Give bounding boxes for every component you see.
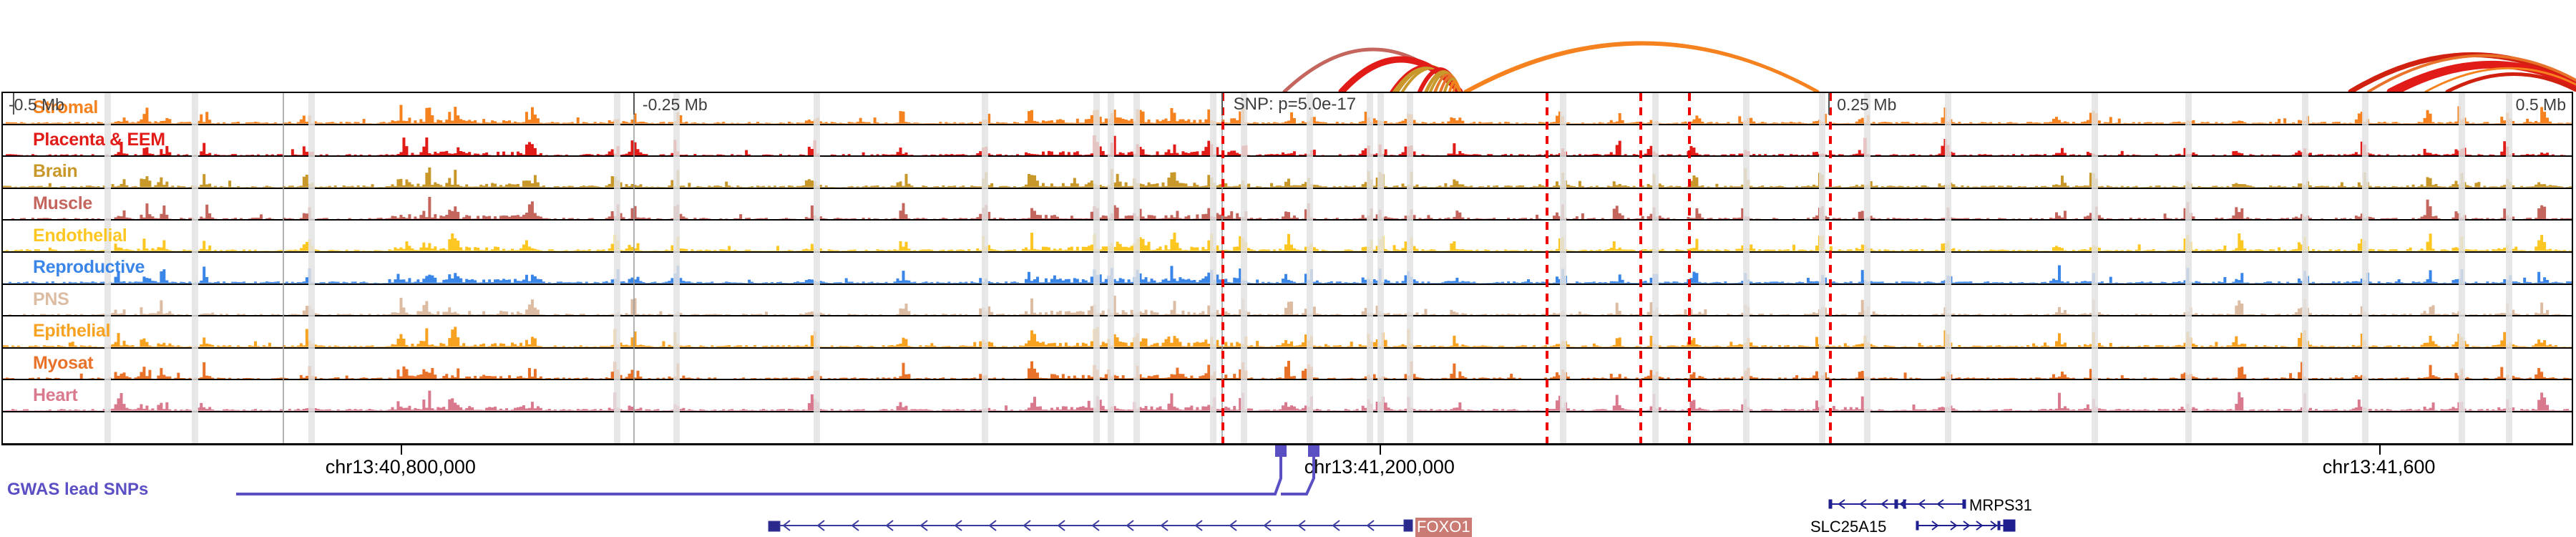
track-epithelial[interactable]: Epithelial [3, 316, 2572, 349]
axis-tick-1 [633, 93, 635, 115]
signal-spacer [3, 412, 2572, 445]
gene-label-foxo1[interactable]: FOXO1 [1415, 518, 1472, 537]
axis-label-right: 0.5 Mb [2515, 95, 2566, 114]
signal-placenta-eem [3, 125, 2572, 156]
axis-label-left: -0.5 Mb [9, 95, 64, 114]
gene-label-mrps31[interactable]: MRPS31 [1969, 496, 2033, 514]
track-placenta-eem[interactable]: Placenta & EEM [3, 125, 2572, 158]
coord-label-2: chr13:41,600 [2322, 456, 2436, 478]
gene-slc25a15 [1916, 519, 2016, 532]
chromatin-loop-arcs [0, 0, 2576, 92]
gwas-snp-marker [1275, 445, 1287, 457]
gene-label-slc25a15[interactable]: SLC25A15 [1810, 518, 1887, 536]
signal-heart [3, 380, 2572, 411]
gene-annotation-track [768, 499, 2016, 532]
gene-foxo1 [768, 519, 1413, 532]
axis-tick-snp [1221, 93, 1224, 115]
gwas-snp-marker [1308, 445, 1319, 457]
genome-axis-line [1, 443, 2573, 445]
coord-label-0: chr13:40,800,000 [325, 456, 476, 478]
signal-pns [3, 285, 2572, 316]
coord-tick-0 [400, 445, 402, 455]
axis-label-q1: -0.25 Mb [642, 95, 708, 114]
gwas-snp-track [236, 445, 1319, 495]
track-endothelial[interactable]: Endothelial [3, 221, 2572, 253]
gene-mrps31 [1828, 499, 1966, 509]
coord-tick-1 [1379, 445, 1381, 455]
snp-pvalue-label: SNP: p=5.0e-17 [1233, 95, 1357, 114]
signal-track-panel: Stromal -0.5 Mb -0.25 Mb SNP: p=5.0e-17 … [1, 92, 2573, 445]
coord-tick-2 [2379, 445, 2381, 455]
signal-endothelial [3, 221, 2572, 251]
axis-tick-q3 [1828, 93, 1830, 115]
axis-tick-0 [13, 93, 15, 115]
track-brain[interactable]: Brain [3, 157, 2572, 189]
gwas-connector-lines [236, 450, 1315, 495]
coord-label-1: chr13:41,200,000 [1304, 456, 1455, 478]
gwas-lead-snps-label: GWAS lead SNPs [7, 480, 149, 499]
track-myosat[interactable]: Myosat [3, 349, 2572, 381]
signal-brain [3, 157, 2572, 188]
signal-epithelial [3, 316, 2572, 347]
axis-label-q3: 0.25 Mb [1837, 95, 1897, 114]
track-heart[interactable]: Heart [3, 380, 2572, 412]
track-stromal[interactable]: Stromal -0.5 Mb -0.25 Mb SNP: p=5.0e-17 … [3, 93, 2572, 125]
track-pns[interactable]: PNS [3, 285, 2572, 317]
signal-muscle [3, 189, 2572, 220]
track-muscle[interactable]: Muscle [3, 189, 2572, 221]
track-reproductive[interactable]: Reproductive [3, 253, 2572, 285]
track-spacer [3, 412, 2572, 445]
signal-reproductive [3, 253, 2572, 284]
signal-myosat [3, 349, 2572, 379]
